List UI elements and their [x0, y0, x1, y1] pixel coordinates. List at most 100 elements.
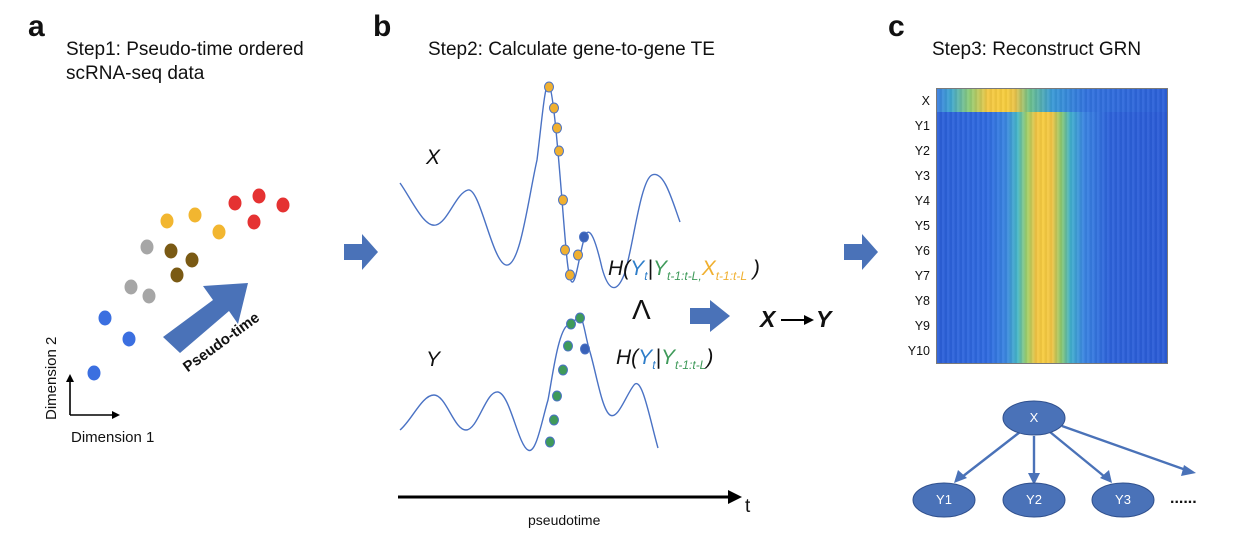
signal-y-label: Y: [426, 348, 441, 371]
heatmap-row-label: Y2: [914, 144, 930, 158]
panel-a-letter: a: [28, 10, 45, 43]
flow-arrow-shape: [844, 234, 878, 270]
sample-dot-y: [549, 414, 559, 426]
cell-yellow: [188, 207, 202, 223]
network-node-y3: [1091, 482, 1155, 518]
network-node-y3-label: Y3: [1115, 492, 1131, 507]
sample-dot-x: [554, 145, 564, 157]
result-arrow: [690, 300, 730, 332]
formula-bar: |: [655, 346, 661, 369]
sample-dot-x: [552, 122, 562, 134]
formula-xpast-sub: t-1:t-L: [715, 269, 748, 284]
sample-dot-x: [544, 81, 554, 93]
formula-ypast: Y: [661, 346, 676, 369]
cell-gray: [140, 239, 154, 255]
cell-blue: [98, 310, 112, 326]
cell-gray: [142, 288, 156, 304]
formula-ypast-sub: t-1:t-L: [675, 358, 707, 373]
signal-x-label: X: [426, 146, 441, 169]
cell-red: [276, 197, 290, 213]
sample-dot-y: [552, 390, 562, 402]
cell-red: [247, 214, 261, 230]
panel-a-title: Step1: Pseudo-time ordered scRNA-seq dat…: [66, 38, 304, 86]
panel-a-title-line2: scRNA-seq data: [66, 63, 205, 84]
flow-arrow-shape: [344, 234, 378, 270]
heatmap-row-label: Y9: [914, 319, 930, 333]
cell-brown: [164, 243, 178, 259]
cell-cluster: [87, 188, 290, 381]
wedge-symbol: Λ: [632, 294, 651, 325]
expression-heatmap: [936, 88, 1168, 364]
cell-brown: [185, 252, 199, 268]
formula-ypast: Y: [653, 257, 668, 280]
sample-dot-y: [566, 318, 576, 330]
panel-a-title-line1: Step1: Pseudo-time ordered: [66, 39, 304, 60]
sample-dot-x: [549, 102, 559, 114]
network-node-x: [1002, 400, 1066, 436]
network-node-y2: [1002, 482, 1066, 518]
panel-a-graphic: [66, 188, 290, 419]
sample-dot-x: [573, 249, 583, 261]
panel-c-letter: c: [888, 10, 905, 43]
pseudo-time-arrow: [163, 283, 248, 353]
flow-arrow-a-to-b: [344, 234, 378, 270]
heatmap-row-label: Y6: [914, 244, 930, 258]
heatmap-row-label: Y1: [914, 119, 930, 133]
heatmap-row-label: X: [921, 94, 930, 108]
heatmap-row-label: Y7: [914, 269, 930, 283]
sample-dot-x: [560, 244, 570, 256]
formula-open: H(: [608, 257, 631, 280]
formula-yt-sub: t: [652, 358, 656, 373]
formula-close: ): [706, 346, 714, 369]
cell-blue: [87, 365, 101, 381]
signal-x-samples: [544, 81, 589, 281]
cell-yellow: [160, 213, 174, 229]
sample-dot-x: [558, 194, 568, 206]
formula-xpast: X: [701, 257, 716, 280]
time-symbol: t: [745, 496, 751, 517]
pseudotime-label: pseudotime: [528, 512, 601, 528]
heatmap-row-x: [937, 89, 1167, 112]
formula-open: H(: [616, 346, 639, 369]
axis-x-arrowhead: [112, 411, 120, 419]
arrowhead-more: [1181, 465, 1196, 476]
panel-b-letter: b: [373, 10, 392, 43]
causal-result-from: X: [760, 306, 776, 332]
panel-c-title: Step3: Reconstruct GRN: [932, 39, 1142, 60]
formula-joint-entropy: H(Yt|Yt-1:t-L,Xt-1:t-L ): [608, 257, 760, 283]
heatmap-row-label: Y10: [907, 344, 930, 358]
cell-red: [252, 188, 266, 204]
causal-result-to: Y: [816, 306, 832, 332]
panel-b-title: Step2: Calculate gene-to-gene TE: [428, 39, 715, 60]
sample-dot-y: [563, 340, 573, 352]
sample-dot-y: [558, 364, 568, 376]
sample-dot-x: [565, 269, 575, 281]
arrowhead-y1: [954, 470, 967, 483]
cell-red: [228, 195, 242, 211]
sample-dot-y-current: [580, 343, 590, 355]
network-node-y1: [912, 482, 976, 518]
dimension-1-label: Dimension 1: [71, 429, 155, 446]
arrowhead-y2: [1028, 473, 1040, 485]
heatmap-row-label: Y4: [914, 194, 930, 208]
cell-brown: [170, 267, 184, 283]
causal-arrow-head: [804, 315, 814, 325]
formula-yt: Y: [638, 346, 653, 369]
axis-y-arrowhead: [66, 374, 74, 382]
sample-dot-x-current: [579, 231, 589, 243]
network-more-ellipsis: ......: [1170, 490, 1197, 507]
formula-yt-sub: t: [644, 269, 648, 284]
heatmap-row-label: Y5: [914, 219, 930, 233]
time-axis-arrowhead: [728, 490, 742, 504]
signal-y-curve: [399, 316, 659, 451]
cell-gray: [124, 279, 138, 295]
edge-x-y3: [1049, 431, 1106, 478]
edge-x-more: [1061, 424, 1187, 472]
network-node-x-label: X: [1029, 410, 1039, 425]
network-node-y2-label: Y2: [1026, 492, 1042, 507]
heatmap-row-label: Y3: [914, 169, 930, 183]
cell-yellow: [212, 224, 226, 240]
